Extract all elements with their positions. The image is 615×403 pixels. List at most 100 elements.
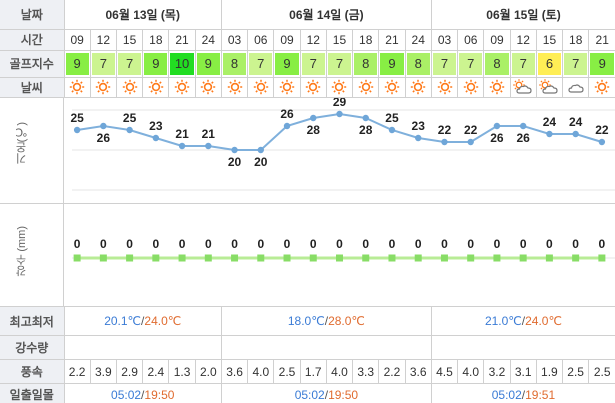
golf-index-cell: 9 — [64, 50, 91, 78]
temperature-value-label: 20 — [254, 155, 268, 169]
sunset-time: 19:50 — [328, 387, 359, 402]
wind-speed-cell: 3.3 — [352, 359, 380, 384]
time-cell: 15 — [116, 29, 144, 51]
precipitation-point — [126, 254, 134, 262]
max-temp: 24.0℃ — [525, 314, 562, 328]
temperature-point — [467, 138, 474, 146]
weather-label: 날씨 — [0, 77, 65, 98]
cloudy-icon — [568, 84, 584, 93]
precipitation-value-label: 0 — [362, 237, 369, 251]
sunrise-sunset-label: 일출일몰 — [0, 383, 65, 403]
precipitation-point — [467, 254, 475, 262]
min-temp: 20.1℃ — [104, 314, 142, 328]
precipitation-point — [493, 254, 501, 262]
sun-icon — [358, 79, 373, 95]
golf-index-value: 10 — [170, 52, 194, 75]
temperature-point — [126, 126, 133, 134]
golf-index-value: 9 — [590, 52, 615, 75]
sun-icon — [411, 79, 426, 95]
time-cell: 09 — [483, 29, 511, 51]
wind-speed-cell: 4.0 — [326, 359, 354, 384]
golf-index-cell: 8 — [483, 50, 511, 78]
golf-index-cell: 10 — [168, 50, 196, 78]
precipitation-value-label: 0 — [546, 237, 553, 251]
wind-speed-cell: 3.1 — [510, 359, 537, 384]
weather-cell — [273, 77, 301, 98]
golf-index-value: 8 — [222, 52, 247, 75]
time-cell: 18 — [142, 29, 170, 51]
precipitation-label-panel: 강수 (mm) — [0, 203, 64, 306]
precipitation-point — [519, 254, 527, 262]
weather-cell — [457, 77, 485, 98]
temperature-value-label: 21 — [202, 127, 216, 141]
golf-index-cell: 7 — [90, 50, 117, 78]
wind-speed-cell: 1.9 — [536, 359, 564, 384]
precipitation-value-label: 0 — [520, 237, 527, 251]
temperature-value-label: 29 — [333, 98, 347, 109]
wind-speed-cell: 2.2 — [378, 359, 406, 384]
sun-icon — [437, 79, 452, 95]
temperature-point — [178, 142, 186, 150]
min-temp: 21.0℃ — [484, 314, 522, 328]
precipitation-point — [283, 254, 291, 262]
precipitation-value-label: 0 — [231, 237, 238, 251]
partly-cloudy-icon — [539, 79, 559, 94]
temperature-value-label: 25 — [385, 111, 399, 125]
sun-icon — [384, 79, 400, 95]
precipitation-value-label: 0 — [336, 237, 343, 251]
weather-cell — [405, 77, 432, 98]
rainfall-day-1 — [64, 335, 222, 360]
sun-icon — [96, 79, 111, 95]
temperature-point — [388, 126, 396, 134]
weather-cell — [562, 77, 590, 98]
forecast-grid: 날짜 06월 13일 (목) 06월 14일 (금) 06월 15일 (토) 시… — [0, 0, 615, 98]
temperature-value-label: 26 — [280, 107, 294, 121]
golf-index-value: 7 — [327, 52, 352, 75]
precipitation-value-label: 0 — [389, 237, 396, 251]
temperature-value-label: 26 — [516, 131, 530, 145]
time-row: 시간 09 12 15 18 21 24 03 06 09 12 15 18 21 24 03 06 09 12 1… — [0, 29, 615, 51]
sunrise-time: 05:02 — [491, 387, 522, 402]
temperature-chart: 3020102526252321212020262829282523222226… — [70, 98, 615, 191]
temperature-label-panel: 기온(℃) — [0, 98, 64, 203]
time-cell: 09 — [273, 29, 301, 51]
weather-cell — [116, 77, 144, 98]
precipitation-value-label: 0 — [205, 237, 212, 251]
golf-index-value: 8 — [485, 52, 509, 75]
temperature-point — [257, 146, 264, 154]
precipitation-value-label: 0 — [441, 237, 448, 251]
weather-cell — [221, 77, 249, 98]
precipitation-point — [204, 254, 212, 262]
wind-speed-cell: 2.5 — [273, 359, 301, 384]
weather-cell — [90, 77, 117, 98]
weather-cell — [483, 77, 511, 98]
golf-index-cell: 7 — [116, 50, 144, 78]
golf-index-value: 6 — [537, 52, 562, 75]
max-temp: 24.0℃ — [144, 314, 182, 328]
temperature-point — [283, 122, 291, 130]
summary-grid: 최고최저 20.1℃/24.0℃ 18.0℃/28.0℃ 21.0℃/24.0℃… — [0, 306, 615, 403]
golf-index-cell: 6 — [536, 50, 564, 78]
sun-day-3: 05:02/19:51 — [431, 383, 615, 403]
slash: / — [324, 314, 329, 328]
precipitation-point — [178, 254, 186, 262]
weather-cell — [168, 77, 196, 98]
time-cell: 12 — [300, 29, 327, 51]
sunrise-time: 05:02 — [111, 387, 142, 402]
slash: / — [141, 387, 145, 402]
golf-index-row: 골프지수 9 7 7 9 10 9 8 7 9 7 7 8 9 8 7 7 8 7 6 7 9 — [0, 50, 615, 78]
time-cell: 03 — [431, 29, 459, 51]
golf-index-cell: 8 — [221, 50, 249, 78]
golf-index-value: 8 — [354, 52, 378, 75]
wind-speed-cell: 2.2 — [64, 359, 91, 384]
weather-cell — [378, 77, 406, 98]
sun-icon — [227, 79, 242, 95]
temperature-point — [598, 138, 606, 146]
temperature-point — [73, 126, 81, 134]
rainfall-day-2 — [221, 335, 432, 360]
precipitation-point — [152, 254, 160, 262]
wind-speed-cell: 3.6 — [221, 359, 249, 384]
weather-cell — [300, 77, 327, 98]
temperature-point — [519, 122, 527, 130]
max-temp: 28.0℃ — [328, 314, 365, 328]
